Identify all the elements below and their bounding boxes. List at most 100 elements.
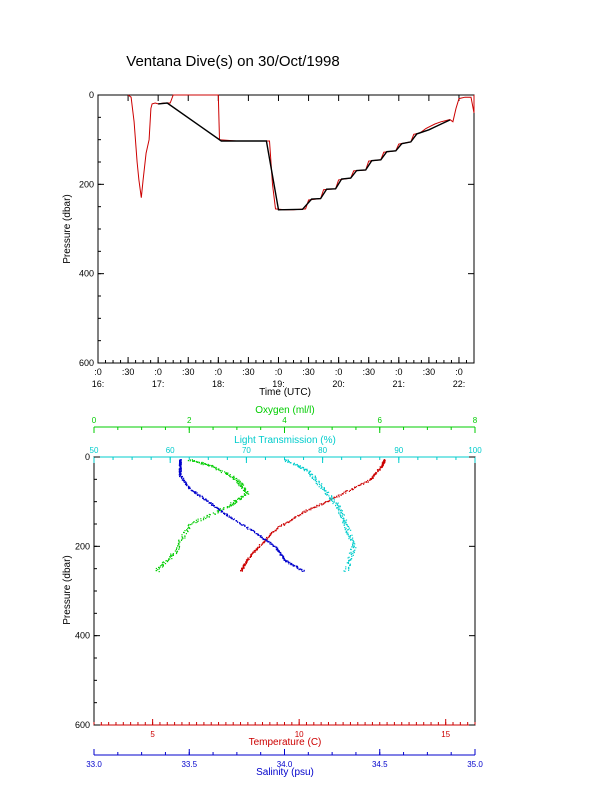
profile-point [201, 462, 203, 464]
time-tick-label-minutes: :30 [362, 367, 375, 377]
profile-point [345, 530, 347, 532]
profile-point [188, 527, 190, 529]
profile-point [223, 513, 226, 515]
profile-point [178, 547, 180, 549]
profile-point [243, 567, 245, 569]
profile-point [226, 515, 228, 517]
time-tick-label-hour: 17: [152, 379, 165, 389]
profile-point [186, 484, 188, 486]
profile-plot-series [155, 459, 386, 573]
profile-point [206, 514, 208, 517]
time-axis-label: Time (UTC) [259, 387, 311, 398]
profile-point [335, 505, 337, 507]
profile-point [374, 473, 376, 476]
profile-point [348, 538, 350, 540]
profile-point [343, 491, 345, 493]
temperature-axis-label: Temperature (C) [249, 737, 322, 748]
profile-point [304, 511, 306, 513]
profile-point [353, 551, 355, 554]
profile-point [275, 547, 278, 549]
profile-point [352, 551, 354, 553]
profile-point [267, 536, 269, 538]
profile-plot: 0 2 4 6 8 50 60 70 80 90 100 5 10 15 33.0 33.5 34.0 34.5 3… [62, 405, 483, 778]
profile-point [191, 523, 193, 525]
profile-point [248, 493, 250, 495]
profile-point [336, 503, 339, 505]
profile-point [234, 501, 236, 503]
profile-point [324, 490, 326, 492]
profile-point [297, 567, 299, 569]
profile-point [277, 550, 279, 552]
profile-point [302, 513, 304, 515]
profile-point [321, 503, 323, 505]
profile-point [287, 560, 289, 562]
profile-point [246, 527, 248, 529]
profile-point [229, 504, 231, 506]
profile-point [202, 498, 204, 500]
profile-point [169, 558, 171, 560]
profile-point [288, 461, 290, 463]
profile-point [203, 463, 205, 465]
profile-point [352, 544, 354, 546]
profile-point [162, 564, 164, 566]
time-tick-label-minutes: :30 [182, 367, 195, 377]
profile-point [310, 509, 312, 511]
profile-point [253, 530, 255, 533]
profile-point [308, 470, 310, 472]
profile-point [339, 506, 341, 508]
profile-point [354, 543, 356, 545]
profile-point [316, 484, 318, 486]
profile-point [333, 499, 335, 501]
profile-point [346, 490, 348, 492]
profile-point [354, 486, 356, 488]
profile-point [239, 522, 241, 524]
profile-point [187, 524, 189, 527]
profile-point [167, 561, 169, 563]
profile-point [220, 509, 222, 511]
axis-tick-label: 90 [394, 446, 403, 455]
profile-point [298, 569, 300, 571]
profile-point [202, 464, 204, 466]
profile-point [341, 510, 343, 512]
profile-point [253, 550, 255, 552]
profile-point [347, 534, 349, 536]
profile-point [283, 556, 285, 558]
profile-point [318, 483, 321, 486]
profile-point [372, 475, 375, 477]
profile-point [210, 502, 212, 504]
profile-point [183, 532, 185, 534]
profile-point [179, 465, 181, 467]
profile-point [179, 460, 181, 462]
profile-point [225, 513, 227, 515]
profile-point [241, 570, 243, 572]
profile-point [347, 567, 350, 569]
profile-point [376, 469, 379, 471]
profile-point [252, 551, 255, 553]
profile-point [214, 506, 216, 508]
profile-point [298, 466, 300, 468]
profile-point [265, 538, 267, 540]
profile-point [313, 478, 315, 481]
profile-point [272, 545, 274, 547]
axis-tick-label: 50 [90, 446, 99, 455]
profile-point [162, 565, 164, 567]
profile-point [208, 465, 210, 467]
axis-tick-label: 34.0 [277, 760, 293, 769]
profile-point [233, 478, 235, 480]
profile-point [377, 470, 379, 473]
profile-point [380, 465, 383, 467]
profile-point [246, 561, 248, 563]
profile-point [194, 492, 197, 494]
profile-point [351, 538, 353, 540]
profile-point [375, 473, 377, 475]
profile-point [209, 502, 211, 504]
profile-point [290, 520, 292, 522]
profile-point [301, 466, 303, 468]
profile-point [303, 468, 305, 470]
profile-point [268, 540, 270, 543]
profile-point [248, 558, 250, 560]
profile-point [208, 502, 210, 504]
profile-point [272, 545, 274, 547]
profile-point [232, 476, 234, 478]
profile-point [228, 474, 230, 476]
